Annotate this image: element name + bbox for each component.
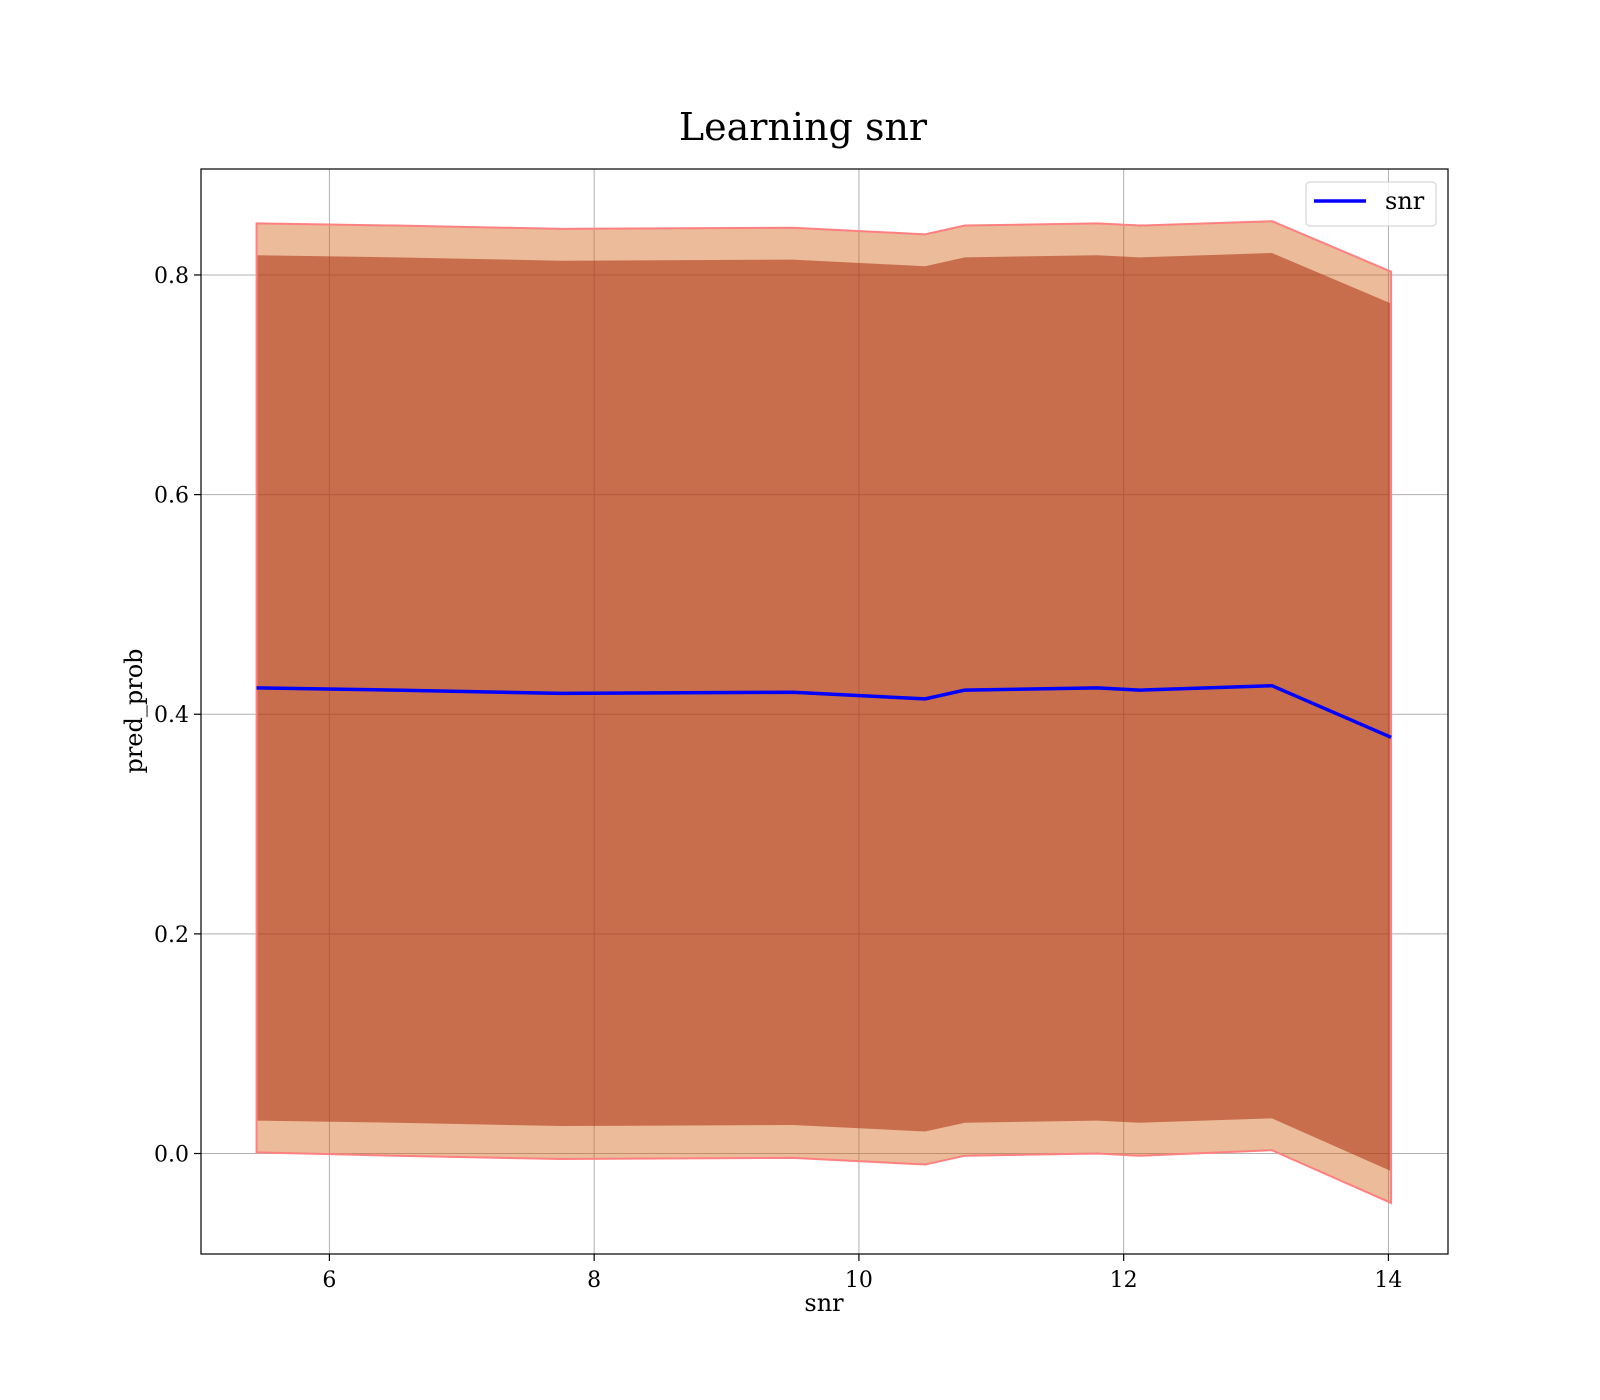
confidence-band-1 — [255, 220, 1393, 1205]
confidence-bands — [255, 220, 1393, 1205]
chart-title: Learning snr — [679, 105, 928, 149]
x-tick-label-1: 8 — [587, 1268, 601, 1293]
x-axis-ticks: 6 8 10 12 14 — [322, 1254, 1402, 1293]
x-tick-label-3: 12 — [1110, 1268, 1138, 1293]
legend-label-snr: snr — [1385, 187, 1425, 215]
x-tick-label-2: 10 — [845, 1268, 873, 1293]
legend: snr — [1305, 181, 1437, 227]
y-axis-label: pred_prob — [120, 648, 148, 773]
y-tick-label-3: 0.6 — [154, 484, 189, 509]
y-tick-label-4: 0.8 — [154, 264, 189, 289]
series-lines — [256, 683, 1392, 739]
y-tick-label-0: 0.0 — [154, 1143, 189, 1168]
x-tick-label-4: 14 — [1374, 1268, 1402, 1293]
x-tick-label-0: 6 — [322, 1268, 336, 1293]
y-axis-ticks: 0.0 0.2 0.4 0.6 0.8 — [154, 264, 201, 1168]
confidence-band-0 — [256, 253, 1392, 1172]
x-axis-label: snr — [804, 1289, 844, 1317]
y-tick-label-2: 0.4 — [154, 703, 189, 728]
legend-box — [1305, 181, 1437, 227]
series-line-0 — [256, 683, 1392, 739]
plot-area-frame — [200, 168, 1449, 1255]
y-tick-label-1: 0.2 — [154, 923, 189, 948]
